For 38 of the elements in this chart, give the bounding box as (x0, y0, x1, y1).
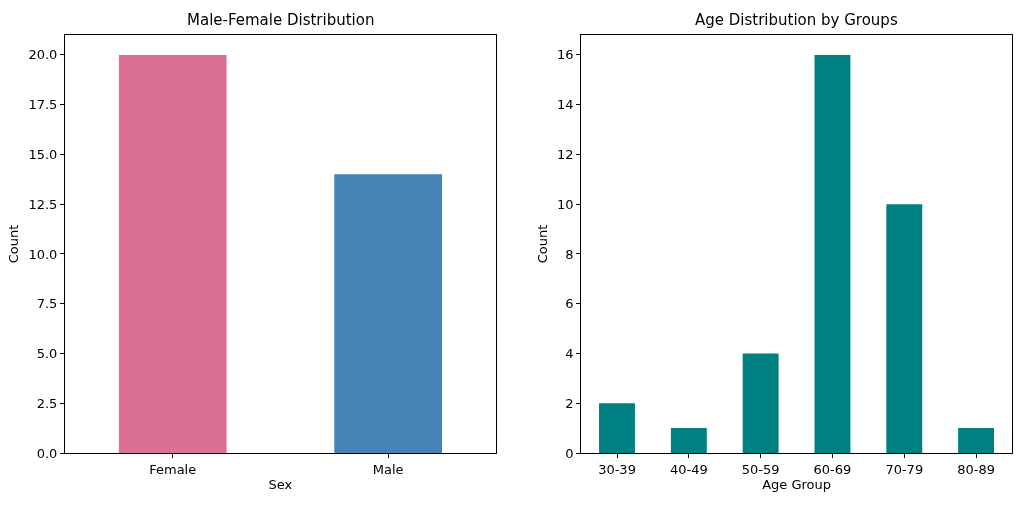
y-tick-label: 8 (565, 246, 574, 262)
y-tick-label: 4 (565, 346, 574, 362)
y-tick-label: 2 (565, 395, 574, 411)
x-tick-label: 50-59 (741, 461, 780, 477)
y-tick-label: 10.0 (28, 246, 58, 262)
bar (742, 353, 779, 453)
y-tick-label: 0 (565, 445, 574, 461)
x-tick-label: 60-69 (813, 461, 852, 477)
y-tick-label: 12 (556, 146, 574, 162)
chart-title: Age Distribution by Groups (695, 11, 898, 29)
x-tick-label: Male (372, 461, 404, 477)
y-tick-label: 20.0 (28, 47, 58, 63)
y-axis-title: Count (534, 224, 550, 264)
x-tick-label: 70-79 (885, 461, 924, 477)
x-tick-label: 30-39 (598, 461, 636, 477)
bar (814, 54, 851, 453)
y-tick-label: 7.5 (36, 296, 58, 312)
y-tick-label: 17.5 (28, 97, 58, 113)
y-tick-label: 15.0 (28, 146, 58, 162)
x-tick-label: 40-49 (669, 461, 708, 477)
y-tick-label: 5.0 (36, 346, 58, 362)
y-tick-label: 14 (556, 97, 574, 113)
x-axis-title: Sex (268, 477, 293, 493)
bar (958, 428, 995, 453)
x-axis-title: Age Group (762, 477, 831, 493)
y-axis-title: Count (6, 224, 22, 264)
bar (599, 403, 635, 453)
chart-title: Male-Female Distribution (187, 11, 375, 29)
x-tick-label: Female (149, 461, 197, 477)
bar (886, 204, 923, 453)
bar (670, 428, 707, 453)
y-tick-label: 12.5 (28, 196, 58, 212)
y-tick-label: 2.5 (36, 395, 58, 411)
x-tick-label: 80-89 (957, 461, 995, 477)
y-tick-label: 16 (556, 47, 574, 63)
y-tick-label: 10 (556, 196, 574, 212)
y-tick-label: 6 (565, 296, 574, 312)
y-tick-label: 0.0 (36, 445, 58, 461)
